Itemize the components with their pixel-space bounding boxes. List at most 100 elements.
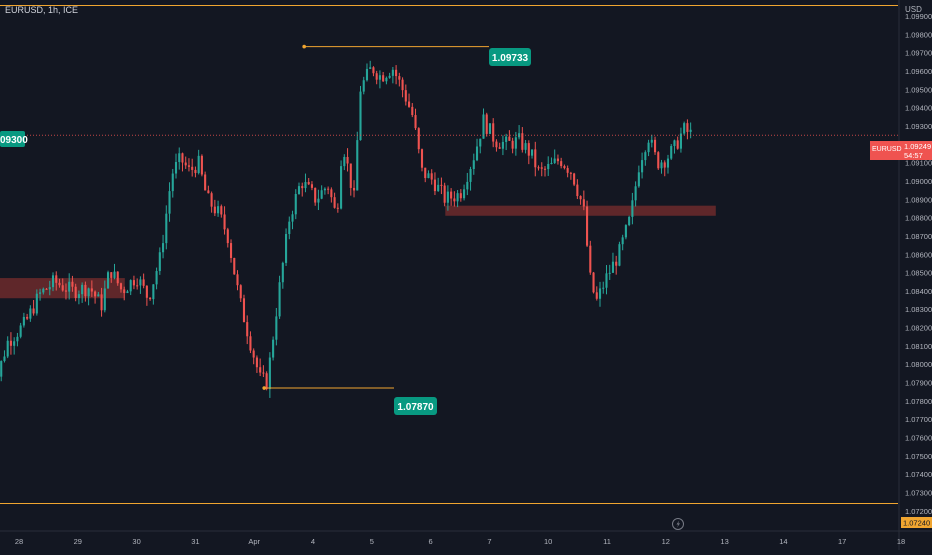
candle-body xyxy=(35,293,38,314)
candle xyxy=(511,137,514,154)
candle-body xyxy=(508,136,511,141)
candle xyxy=(424,167,427,183)
candle-body xyxy=(618,244,621,266)
candle xyxy=(637,165,640,188)
candle-body xyxy=(191,166,194,170)
candle xyxy=(103,280,106,313)
candle xyxy=(77,290,80,305)
candle xyxy=(32,299,35,316)
candle xyxy=(116,271,119,286)
candle-body xyxy=(320,190,323,199)
annotation-anchor-0 xyxy=(302,44,306,49)
candle-body xyxy=(178,153,181,163)
y-tick-label: 1.09300 xyxy=(905,122,932,131)
y-tick-label: 1.09600 xyxy=(905,67,932,76)
candle-body xyxy=(404,90,407,102)
candle-body xyxy=(346,156,349,164)
candle xyxy=(346,148,349,172)
candle-body xyxy=(676,140,679,149)
lightning-icon[interactable] xyxy=(672,518,684,530)
candle-body xyxy=(194,169,197,174)
candle xyxy=(272,336,275,361)
candle-body xyxy=(524,143,527,150)
candle xyxy=(304,173,307,193)
candle xyxy=(498,142,501,149)
candle-body xyxy=(631,200,634,217)
candle xyxy=(207,185,210,194)
y-tick-label: 1.08000 xyxy=(905,360,932,369)
candle xyxy=(553,149,556,164)
y-tick-label: 1.09800 xyxy=(905,30,932,39)
candle xyxy=(602,281,605,294)
candle-body xyxy=(388,75,391,78)
candle-body xyxy=(637,172,640,187)
x-axis[interactable]: 28 29 30 31 Apr 4 5 6 7 10 11 12 13 14 17 18 xyxy=(0,530,932,546)
candle-body xyxy=(385,77,388,82)
candle xyxy=(443,182,446,207)
candle xyxy=(181,152,184,172)
candle xyxy=(663,160,666,177)
candle-body xyxy=(22,316,25,326)
candle-body xyxy=(628,216,631,226)
x-tick-label: 14 xyxy=(779,537,787,546)
candle-body xyxy=(51,275,55,288)
candle-body xyxy=(281,262,284,283)
candle-body xyxy=(55,275,58,283)
candle xyxy=(136,278,139,290)
y-axis[interactable]: 1.09900 1.09800 1.09700 1.09600 1.09500 1.094… xyxy=(898,0,932,550)
candle-body xyxy=(84,284,87,297)
candle-body xyxy=(29,308,32,319)
candle-body xyxy=(259,367,262,373)
candle xyxy=(369,60,372,70)
candle xyxy=(84,281,87,302)
candle-body xyxy=(653,139,657,153)
candle xyxy=(414,108,417,130)
candle-body xyxy=(343,156,346,167)
candle-body xyxy=(45,288,48,290)
candle-body xyxy=(372,67,375,74)
candle xyxy=(145,285,148,306)
candle xyxy=(336,203,339,213)
candle xyxy=(398,72,401,87)
candle-body xyxy=(553,158,556,163)
candle xyxy=(589,240,592,275)
candle xyxy=(307,177,310,186)
candle xyxy=(74,283,77,302)
candle-body xyxy=(543,168,547,170)
candle xyxy=(139,276,142,294)
candle-body xyxy=(314,187,317,203)
candle xyxy=(479,138,482,154)
candle-body xyxy=(97,294,100,297)
candle xyxy=(19,322,22,339)
candle-body xyxy=(527,143,530,156)
resistance-zone-1[interactable] xyxy=(445,205,716,216)
low-annotation[interactable]: 1.07870 xyxy=(394,397,437,415)
candle-body xyxy=(443,185,446,203)
candle xyxy=(543,166,547,177)
candle xyxy=(94,290,97,304)
left-price-badge: 09300 xyxy=(0,131,28,147)
candle-body xyxy=(149,297,152,300)
candle-body xyxy=(13,341,16,346)
candle xyxy=(530,149,534,159)
candle-body xyxy=(417,128,420,150)
candle xyxy=(653,136,657,155)
candle xyxy=(430,169,433,185)
candle xyxy=(158,247,161,275)
candle-body xyxy=(378,75,381,80)
candle-body xyxy=(132,280,135,286)
candle-body xyxy=(229,243,233,258)
candle xyxy=(268,352,271,398)
high-annotation[interactable]: 1.09733 xyxy=(489,48,531,66)
candle-body xyxy=(459,193,462,199)
candle xyxy=(278,275,281,319)
candle-body xyxy=(94,291,97,297)
candle-body xyxy=(333,197,336,208)
candle-body xyxy=(223,214,226,230)
candle xyxy=(582,190,585,211)
candle-body xyxy=(310,184,313,188)
candle xyxy=(220,204,223,218)
candle xyxy=(333,192,336,209)
